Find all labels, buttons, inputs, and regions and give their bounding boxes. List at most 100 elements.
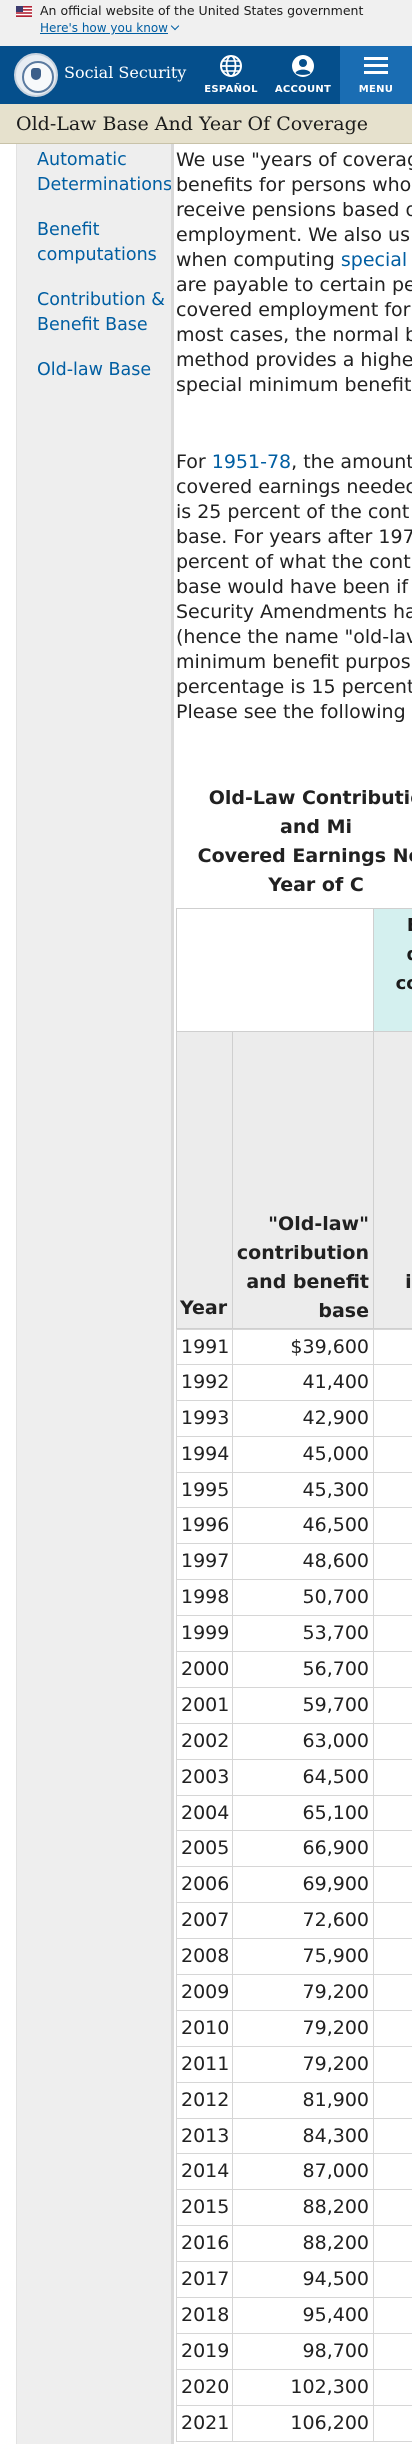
sidebar-item-label: Automatic bbox=[37, 150, 127, 170]
table-row: 1995 45,300 bbox=[176, 1472, 412, 1509]
sidebar-item-label: Contribution & bbox=[37, 290, 165, 310]
text-line: receive pensions based o bbox=[176, 199, 412, 221]
header-line: cov bbox=[395, 973, 412, 994]
header-line: q bbox=[378, 940, 412, 969]
cell-old-law-base: 63,000 bbox=[232, 1723, 374, 1760]
header-line: mi bbox=[405, 1210, 412, 1239]
sidebar-item-contribution-benefit-base[interactable]: Contribution & Benefit Base bbox=[37, 288, 172, 338]
special-minimum-link[interactable]: special bbox=[340, 249, 408, 271]
us-flag-icon bbox=[16, 6, 32, 17]
table-row: 2016 88,200 bbox=[176, 2226, 412, 2263]
column-header-label: "Old-law" contribution and benefit base bbox=[237, 1210, 369, 1326]
menu-button[interactable]: MENU bbox=[340, 46, 412, 104]
cell-year: 1995 bbox=[176, 1472, 233, 1509]
cell-year: 2013 bbox=[176, 2118, 233, 2155]
cell-old-law-base: 42,900 bbox=[232, 1400, 374, 1437]
cell-special-minimum bbox=[373, 1436, 412, 1473]
text-line: percent of what the cont bbox=[176, 551, 411, 573]
cell-special-minimum bbox=[373, 1867, 412, 1904]
header-line: a bbox=[405, 1297, 412, 1326]
table-row: 1993 42,900 bbox=[176, 1400, 412, 1437]
cell-old-law-base: 45,000 bbox=[232, 1436, 374, 1473]
cell-old-law-base: 84,300 bbox=[232, 2118, 374, 2155]
cell-special-minimum bbox=[373, 1687, 412, 1724]
cell-special-minimum bbox=[373, 1472, 412, 1509]
table-body: 1991 $39,600 1992 41,400 1993 42,900 1994 45,00… bbox=[176, 1329, 412, 2442]
text-line: base. For years after 197 bbox=[176, 526, 412, 548]
table-row: 1991 $39,600 bbox=[176, 1329, 412, 1365]
account-label: ACCOUNT bbox=[274, 84, 332, 95]
ssa-seal-logo[interactable] bbox=[14, 53, 58, 97]
header-line: insu bbox=[405, 1271, 412, 1293]
cell-special-minimum bbox=[373, 1400, 412, 1437]
cell-old-law-base: $39,600 bbox=[232, 1329, 374, 1365]
table-row: 2021 106,200 bbox=[176, 2405, 412, 2442]
main-content: We use "years of coverag benefits for pe… bbox=[176, 144, 412, 2444]
sidebar-item-label: computations bbox=[37, 245, 157, 265]
sidebar-divider bbox=[171, 144, 174, 2444]
header-line: contribution bbox=[236, 1242, 369, 1264]
sidebar-item-old-law-base[interactable]: Old-law Base bbox=[37, 358, 172, 383]
table-row: 1999 53,700 bbox=[176, 1616, 412, 1653]
cell-year: 2004 bbox=[176, 1795, 233, 1832]
cell-year: 2000 bbox=[176, 1652, 233, 1688]
table-row: 2010 79,200 bbox=[176, 2010, 412, 2047]
cell-year: 1997 bbox=[176, 1544, 233, 1581]
cell-year: 2011 bbox=[176, 2046, 233, 2083]
table-row: 2001 59,700 bbox=[176, 1687, 412, 1724]
sidebar-item-label: Benefit Base bbox=[37, 315, 148, 335]
cell-old-law-base: 94,500 bbox=[232, 2262, 374, 2299]
text-line: is 25 percent of the cont bbox=[176, 501, 410, 523]
cell-year: 2008 bbox=[176, 1939, 233, 1976]
header-line: and benefit bbox=[246, 1271, 369, 1293]
chevron-down-icon bbox=[170, 21, 180, 31]
text-line: special minimum benefit bbox=[176, 374, 412, 396]
cell-year: 1994 bbox=[176, 1436, 233, 1473]
sidebar-item-automatic-determinations[interactable]: Automatic Determinations bbox=[37, 148, 172, 198]
cell-special-minimum bbox=[373, 2262, 412, 2299]
1951-78-link[interactable]: 1951-78 bbox=[211, 451, 292, 473]
cell-year: 2016 bbox=[176, 2226, 233, 2263]
site-brand[interactable]: Social Security bbox=[64, 63, 187, 82]
header-line: "Old-law" bbox=[268, 1213, 369, 1235]
cell-special-minimum bbox=[373, 1975, 412, 2011]
paragraph-old-law-base: For 1951-78, the amount covered earnings… bbox=[176, 450, 412, 725]
cell-year: 2006 bbox=[176, 1867, 233, 1904]
text-line: are payable to certain pe bbox=[176, 274, 412, 296]
cell-old-law-base: 48,600 bbox=[232, 1544, 374, 1581]
cell-special-minimum bbox=[373, 1652, 412, 1688]
cell-year: 2010 bbox=[176, 2010, 233, 2047]
cell-special-minimum bbox=[373, 1795, 412, 1832]
espanol-button[interactable]: ESPAÑOL bbox=[196, 46, 266, 104]
account-icon bbox=[292, 55, 314, 77]
cell-year: 1998 bbox=[176, 1580, 233, 1617]
table-row: 2011 79,200 bbox=[176, 2046, 412, 2083]
cell-old-law-base: 95,400 bbox=[232, 2298, 374, 2334]
table-row: 2008 75,900 bbox=[176, 1939, 412, 1976]
cell-year: 2005 bbox=[176, 1831, 233, 1868]
text-line: For 1951-78, the amount bbox=[176, 450, 412, 475]
table-row: 2017 94,500 bbox=[176, 2262, 412, 2299]
cell-old-law-base: 102,300 bbox=[232, 2369, 374, 2406]
cell-old-law-base: 88,200 bbox=[232, 2190, 374, 2227]
text-line: method provides a highe bbox=[176, 349, 412, 371]
account-button[interactable]: ACCOUNT bbox=[268, 46, 338, 104]
cell-special-minimum bbox=[373, 2046, 412, 2083]
cell-old-law-base: 81,900 bbox=[232, 2082, 374, 2119]
cell-special-minimum bbox=[373, 2405, 412, 2442]
table-row: 2018 95,400 bbox=[176, 2298, 412, 2334]
table-row: 2015 88,200 bbox=[176, 2190, 412, 2227]
cell-old-law-base: 59,700 bbox=[232, 1687, 374, 1724]
heres-how-you-know-link[interactable]: Here's how you know bbox=[40, 21, 180, 35]
cell-special-minimum bbox=[373, 2226, 412, 2263]
cell-old-law-base: 106,200 bbox=[232, 2405, 374, 2442]
cell-old-law-base: 45,300 bbox=[232, 1472, 374, 1509]
text-fragment: when computing bbox=[176, 249, 341, 271]
header-line: S bbox=[405, 1181, 412, 1210]
sidebar-item-benefit-computations[interactable]: Benefit computations bbox=[37, 218, 172, 268]
cell-old-law-base: 88,200 bbox=[232, 2226, 374, 2263]
cell-special-minimum bbox=[373, 2082, 412, 2119]
header-line: E bbox=[378, 911, 412, 940]
table-caption: Old-Law Contributio and Mi Covered Earni… bbox=[176, 784, 412, 900]
page-title: Old-Law Base And Year Of Coverage bbox=[16, 113, 368, 135]
